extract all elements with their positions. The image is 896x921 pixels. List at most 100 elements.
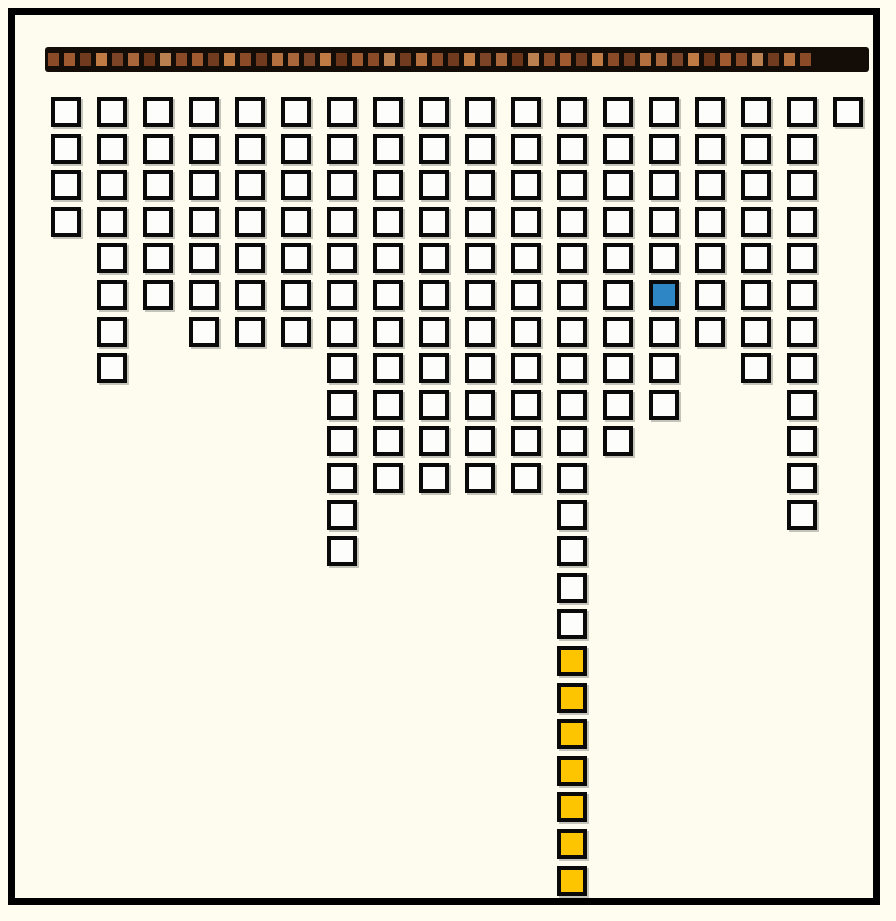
grid-cell-white[interactable] — [97, 316, 127, 347]
grid-cell-white[interactable] — [373, 463, 403, 493]
grid-cell-white[interactable] — [557, 389, 587, 420]
grid-cell-white[interactable] — [695, 206, 725, 237]
grid-cell-white[interactable] — [97, 353, 127, 384]
grid-cell-white[interactable] — [787, 97, 817, 127]
grid-cell-white[interactable] — [557, 206, 587, 237]
grid-cell-white[interactable] — [649, 206, 679, 237]
grid-cell-white[interactable] — [327, 316, 357, 347]
grid-cell-white[interactable] — [97, 280, 127, 310]
grid-cell-white[interactable] — [741, 97, 771, 127]
grid-cell-white[interactable] — [419, 280, 449, 310]
grid-cell-white[interactable] — [649, 133, 679, 164]
grid-cell-white[interactable] — [235, 170, 265, 201]
grid-cell-white[interactable] — [603, 353, 633, 384]
grid-cell-white[interactable] — [189, 243, 219, 274]
grid-cell-white[interactable] — [557, 316, 587, 347]
grid-cell-white[interactable] — [419, 97, 449, 127]
grid-cell-white[interactable] — [373, 389, 403, 420]
grid-cell-white[interactable] — [787, 353, 817, 384]
grid-cell-yellow[interactable] — [557, 646, 587, 676]
grid-cell-white[interactable] — [327, 463, 357, 493]
grid-cell-white[interactable] — [143, 170, 173, 201]
grid-cell-white[interactable] — [741, 170, 771, 201]
grid-cell-white[interactable] — [327, 133, 357, 164]
grid-cell-white[interactable] — [511, 243, 541, 274]
grid-cell-white[interactable] — [603, 97, 633, 127]
grid-cell-white[interactable] — [419, 389, 449, 420]
grid-cell-white[interactable] — [787, 170, 817, 201]
grid-cell-white[interactable] — [373, 280, 403, 310]
grid-cell-white[interactable] — [373, 316, 403, 347]
grid-cell-white[interactable] — [557, 572, 587, 603]
grid-cell-white[interactable] — [373, 353, 403, 384]
grid-cell-white[interactable] — [557, 353, 587, 384]
grid-cell-white[interactable] — [603, 280, 633, 310]
grid-cell-white[interactable] — [833, 97, 863, 127]
grid-cell-white[interactable] — [511, 316, 541, 347]
grid-cell-white[interactable] — [327, 97, 357, 127]
grid-cell-white[interactable] — [557, 243, 587, 274]
grid-cell-white[interactable] — [695, 243, 725, 274]
grid-cell-white[interactable] — [327, 499, 357, 530]
grid-cell-white[interactable] — [465, 206, 495, 237]
grid-cell-white[interactable] — [511, 463, 541, 493]
grid-cell-white[interactable] — [235, 280, 265, 310]
grid-cell-white[interactable] — [97, 133, 127, 164]
grid-cell-white[interactable] — [603, 389, 633, 420]
grid-cell-white[interactable] — [511, 206, 541, 237]
grid-cell-white[interactable] — [695, 97, 725, 127]
grid-cell-white[interactable] — [281, 97, 311, 127]
grid-cell-white[interactable] — [419, 316, 449, 347]
grid-cell-white[interactable] — [695, 170, 725, 201]
grid-cell-white[interactable] — [281, 133, 311, 164]
grid-cell-white[interactable] — [557, 536, 587, 567]
grid-cell-white[interactable] — [327, 353, 357, 384]
grid-cell-white[interactable] — [603, 206, 633, 237]
grid-cell-white[interactable] — [235, 133, 265, 164]
grid-cell-white[interactable] — [281, 243, 311, 274]
resource-strip[interactable] — [45, 47, 869, 72]
grid-cell-white[interactable] — [649, 243, 679, 274]
grid-cell-white[interactable] — [787, 206, 817, 237]
block-grid[interactable] — [15, 15, 887, 912]
grid-cell-white[interactable] — [419, 353, 449, 384]
grid-cell-white[interactable] — [557, 170, 587, 201]
grid-cell-white[interactable] — [281, 280, 311, 310]
grid-cell-white[interactable] — [189, 280, 219, 310]
grid-cell-white[interactable] — [327, 170, 357, 201]
grid-cell-white[interactable] — [465, 389, 495, 420]
grid-cell-white[interactable] — [51, 133, 81, 164]
grid-cell-white[interactable] — [787, 499, 817, 530]
grid-cell-white[interactable] — [373, 133, 403, 164]
grid-cell-white[interactable] — [741, 133, 771, 164]
grid-cell-white[interactable] — [51, 97, 81, 127]
grid-cell-white[interactable] — [649, 170, 679, 201]
grid-cell-white[interactable] — [695, 316, 725, 347]
grid-cell-white[interactable] — [281, 316, 311, 347]
grid-cell-white[interactable] — [511, 280, 541, 310]
grid-cell-white[interactable] — [695, 280, 725, 310]
grid-cell-white[interactable] — [511, 389, 541, 420]
grid-cell-white[interactable] — [327, 243, 357, 274]
grid-cell-white[interactable] — [465, 133, 495, 164]
grid-cell-white[interactable] — [741, 280, 771, 310]
grid-cell-white[interactable] — [741, 243, 771, 274]
grid-cell-white[interactable] — [511, 353, 541, 384]
grid-cell-white[interactable] — [235, 97, 265, 127]
grid-cell-white[interactable] — [511, 133, 541, 164]
grid-cell-white[interactable] — [143, 243, 173, 274]
grid-cell-white[interactable] — [189, 316, 219, 347]
grid-cell-white[interactable] — [419, 426, 449, 457]
grid-cell-white[interactable] — [235, 243, 265, 274]
grid-cell-white[interactable] — [557, 280, 587, 310]
grid-cell-white[interactable] — [235, 206, 265, 237]
grid-cell-white[interactable] — [511, 97, 541, 127]
grid-cell-white[interactable] — [787, 133, 817, 164]
grid-cell-white[interactable] — [465, 426, 495, 457]
grid-cell-white[interactable] — [419, 170, 449, 201]
grid-cell-white[interactable] — [419, 463, 449, 493]
grid-cell-white[interactable] — [281, 206, 311, 237]
grid-cell-white[interactable] — [557, 463, 587, 493]
grid-cell-yellow[interactable] — [557, 792, 587, 823]
grid-cell-white[interactable] — [97, 97, 127, 127]
